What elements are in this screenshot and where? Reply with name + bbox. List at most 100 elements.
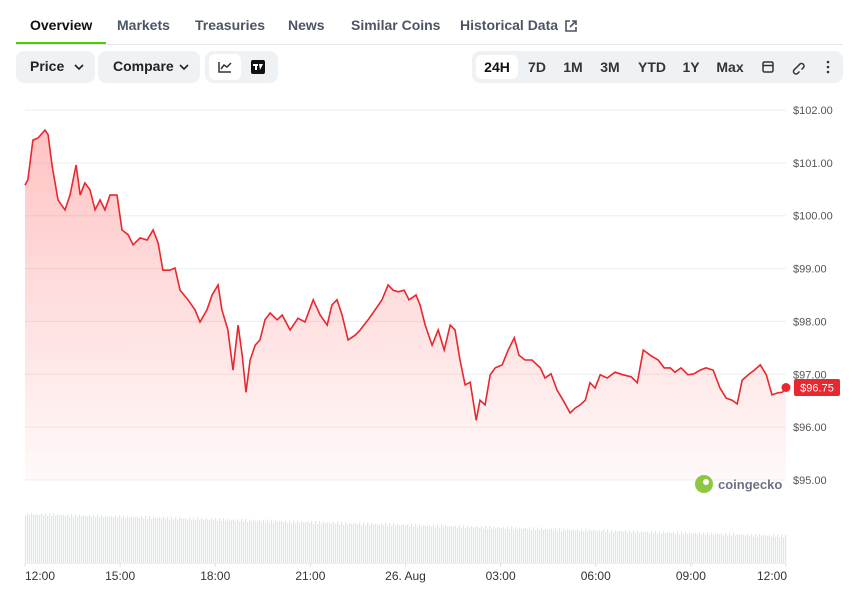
volume-bar <box>465 528 467 562</box>
range-button[interactable]: YTD <box>638 59 666 75</box>
range-button[interactable]: 3M <box>600 59 620 75</box>
tab[interactable]: Historical Data <box>460 17 559 33</box>
chevron-icon <box>74 64 84 71</box>
volume-bar <box>663 531 665 562</box>
volume-bar <box>371 522 373 562</box>
tab[interactable]: Markets <box>117 17 170 33</box>
tab[interactable]: Treasuries <box>195 17 266 33</box>
tradingview-button[interactable] <box>251 60 265 74</box>
volume-bar <box>673 531 675 562</box>
y-tick-label: $95.00 <box>793 475 827 487</box>
dropdown-label[interactable]: Compare <box>113 58 174 74</box>
volume-bar <box>103 517 105 562</box>
volume-bar <box>683 534 685 562</box>
volume-bar <box>765 535 767 562</box>
volume-bar <box>657 533 659 562</box>
volume-bar <box>453 526 455 562</box>
y-tick-label: $102.00 <box>793 105 833 117</box>
volume-bar <box>351 523 353 562</box>
volume-bar <box>269 522 271 562</box>
volume-bar <box>423 525 425 562</box>
volume-bar <box>391 526 393 562</box>
volume-bar <box>253 520 255 562</box>
volume-bar <box>99 517 101 562</box>
volume-bar <box>525 528 527 562</box>
volume-bar <box>199 520 201 562</box>
volume-bar <box>209 519 211 562</box>
volume-bar <box>695 532 697 562</box>
range-button[interactable]: 24H <box>476 55 518 79</box>
calendar-icon[interactable] <box>762 61 774 73</box>
volume-bar <box>537 527 539 562</box>
volume-bar <box>389 523 391 562</box>
volume-bar <box>239 521 241 562</box>
volume-bar <box>631 533 633 562</box>
volume-bar <box>679 534 681 562</box>
volume-bar <box>79 514 81 562</box>
volume-bar <box>47 516 49 562</box>
range-button[interactable]: 1M <box>563 59 583 75</box>
volume-bar <box>59 515 61 562</box>
volume-bar <box>135 517 137 562</box>
tab[interactable]: News <box>288 17 325 33</box>
volume-bar <box>599 529 601 562</box>
volume-bar <box>613 532 615 562</box>
range-button[interactable]: 1Y <box>682 59 700 75</box>
volume-bar <box>81 516 83 562</box>
volume-bar <box>219 518 221 562</box>
volume-bar <box>459 525 461 562</box>
volume-bar <box>189 517 191 562</box>
volume-bar <box>545 528 547 562</box>
range-icons <box>762 60 830 75</box>
link-icon[interactable] <box>792 62 805 75</box>
volume-bar <box>691 533 693 562</box>
range-button[interactable]: Max <box>716 59 744 75</box>
line-chart-button[interactable] <box>209 54 241 80</box>
volume-bar <box>385 523 387 562</box>
volume-bar <box>181 518 183 562</box>
volume-bar <box>777 534 779 562</box>
volume-bar <box>473 527 475 562</box>
volume-bar <box>603 529 605 562</box>
volume-bar <box>685 531 687 562</box>
volume-bar <box>567 528 569 562</box>
volume-bar <box>249 519 251 562</box>
volume-bar <box>703 532 705 562</box>
tv-icon <box>253 64 263 70</box>
volume-bar <box>767 535 769 562</box>
x-tick-label: 03:00 <box>486 569 516 583</box>
volume-bar <box>77 516 79 562</box>
volume-bar <box>743 534 745 562</box>
volume-bar <box>53 513 55 562</box>
volume-bar <box>399 525 401 562</box>
volume-bar <box>731 535 733 562</box>
active-tab-underline <box>16 42 106 44</box>
volume-bar <box>741 534 743 562</box>
volume-bar <box>583 531 585 562</box>
volume-bar <box>771 536 773 562</box>
volume-bar <box>271 519 273 562</box>
volume-bar <box>257 521 259 562</box>
volume-bar <box>531 529 533 562</box>
volume-bar <box>195 520 197 562</box>
volume-bar <box>217 521 219 562</box>
volume-bar <box>169 519 171 562</box>
tab[interactable]: Similar Coins <box>351 17 441 33</box>
volume-bar <box>705 535 707 562</box>
dropdown-label[interactable]: Price <box>30 58 65 74</box>
volume-bar <box>153 516 155 562</box>
volume-bar <box>237 519 239 562</box>
tab[interactable]: Overview <box>30 17 93 33</box>
volume-bar <box>359 522 361 562</box>
volume-bar <box>381 523 383 562</box>
y-tick-label: $99.00 <box>793 264 827 276</box>
volume-bar <box>527 529 529 562</box>
range-button[interactable]: 7D <box>528 59 546 75</box>
volume-bar <box>305 522 307 562</box>
volume-bar <box>263 519 265 562</box>
volume-bar <box>315 520 317 562</box>
last-price-dot <box>781 383 791 392</box>
volume-bar <box>571 529 573 562</box>
volume-bar <box>437 524 439 562</box>
volume-bar <box>635 533 637 562</box>
